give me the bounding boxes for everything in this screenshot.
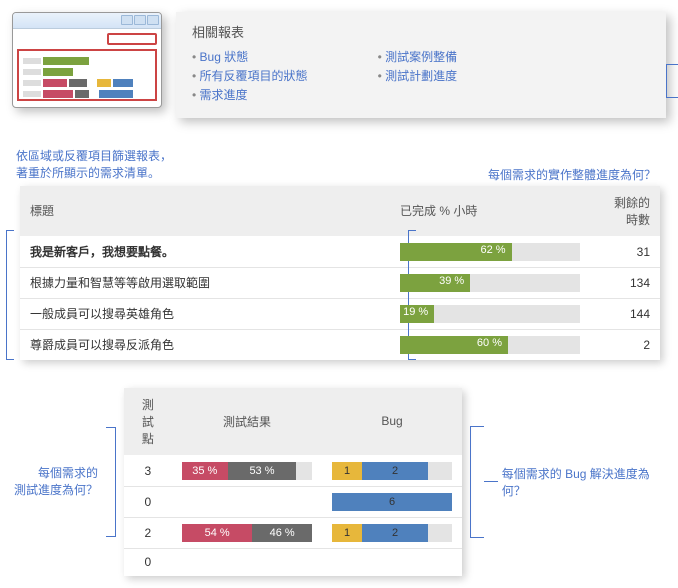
report-link[interactable]: Bug 狀態 <box>192 47 308 66</box>
progress-bar: 62 % <box>400 243 580 261</box>
bug-bar: 12 <box>332 524 452 542</box>
cell-rem: 31 <box>590 236 660 267</box>
progress-bar: 19 % <box>400 305 580 323</box>
cell-results: 54 %46 % <box>172 517 322 548</box>
col-bug: Bug <box>322 388 462 456</box>
result-bar: 35 %53 % <box>182 462 312 480</box>
panel-title: 相關報表 <box>192 22 650 41</box>
test-bug-table: 測試點 測試結果 Bug 335 %53 %1206254 %46 %120 <box>124 388 462 577</box>
table-row: 我是新客戶，我想要點餐。 62 % 31 <box>20 236 660 267</box>
cell-results: 35 %53 % <box>172 455 322 486</box>
callout-click-to-access: 按一下即可存取相關報表。 <box>666 65 678 99</box>
col-title: 標題 <box>20 186 390 237</box>
report-link[interactable]: 測試案例整備 <box>378 47 458 66</box>
cell-points: 0 <box>124 548 172 576</box>
cell-title: 尊爵成員可以搜尋反派角色 <box>20 329 390 360</box>
table-row: 根據力量和智慧等等啟用選取範圍 39 % 134 <box>20 267 660 298</box>
main-table-wrap: 每個需求的實作整體進度為何？ 標題 已完成 % 小時 剩餘的時數 我是新客戶，我… <box>12 186 666 360</box>
table-row: 一般成員可以搜尋英雄角色 19 % 144 <box>20 298 660 329</box>
cell-title: 我是新客戶，我想要點餐。 <box>20 236 390 267</box>
table-row: 3 35 %53 % 12 <box>124 455 462 486</box>
window-titlebar <box>13 13 161 29</box>
cell-bar: 60 % <box>390 329 590 360</box>
cell-bar: 19 % <box>390 298 590 329</box>
link-list-right: 測試案例整備 測試計劃進度 <box>378 47 458 104</box>
cell-rem: 144 <box>590 298 660 329</box>
callout-test-progress: 每個需求的測試進度為何？ <box>12 465 98 499</box>
cell-bug <box>322 548 462 576</box>
bottom-section: 每個需求的測試進度為何？ 測試點 測試結果 Bug 335 %53 %12062… <box>12 388 666 577</box>
cell-results <box>172 548 322 576</box>
link-list-left: Bug 狀態 所有反覆項目的狀態 需求進度 <box>192 47 308 104</box>
cell-bar: 39 % <box>390 267 590 298</box>
cell-title: 一般成員可以搜尋英雄角色 <box>20 298 390 329</box>
highlight-box-small <box>107 33 157 45</box>
window-thumbnail <box>12 12 162 108</box>
window-controls <box>121 15 159 25</box>
col-points: 測試點 <box>124 388 172 456</box>
table-row: 2 54 %46 % 12 <box>124 517 462 548</box>
result-bar: 54 %46 % <box>182 524 312 542</box>
report-link[interactable]: 需求進度 <box>192 85 308 104</box>
table-row: 尊爵成員可以搜尋反派角色 60 % 2 <box>20 329 660 360</box>
cell-bar: 62 % <box>390 236 590 267</box>
callout-bug-progress: 每個需求的 Bug 解決進度為何？ <box>470 426 666 538</box>
cell-points: 2 <box>124 517 172 548</box>
top-section: 相關報表 Bug 狀態 所有反覆項目的狀態 需求進度 測試案例整備 測試計劃進度… <box>12 12 666 118</box>
callout-progress: 每個需求的實作整體進度為何？ <box>488 166 656 183</box>
requirements-table: 標題 已完成 % 小時 剩餘的時數 我是新客戶，我想要點餐。62 %31根據力量… <box>20 186 660 360</box>
cell-points: 3 <box>124 455 172 486</box>
cell-bug: 12 <box>322 517 462 548</box>
cell-title: 根據力量和智慧等等啟用選取範圍 <box>20 267 390 298</box>
cell-bug: 12 <box>322 455 462 486</box>
bug-bar: 12 <box>332 462 452 480</box>
report-link[interactable]: 測試計劃進度 <box>378 66 458 85</box>
brace-bottom-left <box>106 427 116 537</box>
col-results: 測試結果 <box>172 388 322 456</box>
progress-bar: 39 % <box>400 274 580 292</box>
progress-bar: 60 % <box>400 336 580 354</box>
related-reports-panel: 相關報表 Bug 狀態 所有反覆項目的狀態 需求進度 測試案例整備 測試計劃進度… <box>176 12 666 118</box>
cell-rem: 2 <box>590 329 660 360</box>
table-row: 0 <box>124 548 462 576</box>
brace-left <box>6 230 14 360</box>
col-pct: 已完成 % 小時 <box>390 186 590 237</box>
col-rem: 剩餘的時數 <box>590 186 660 237</box>
highlight-box-large <box>17 49 157 101</box>
cell-rem: 134 <box>590 267 660 298</box>
report-link[interactable]: 所有反覆項目的狀態 <box>192 66 308 85</box>
